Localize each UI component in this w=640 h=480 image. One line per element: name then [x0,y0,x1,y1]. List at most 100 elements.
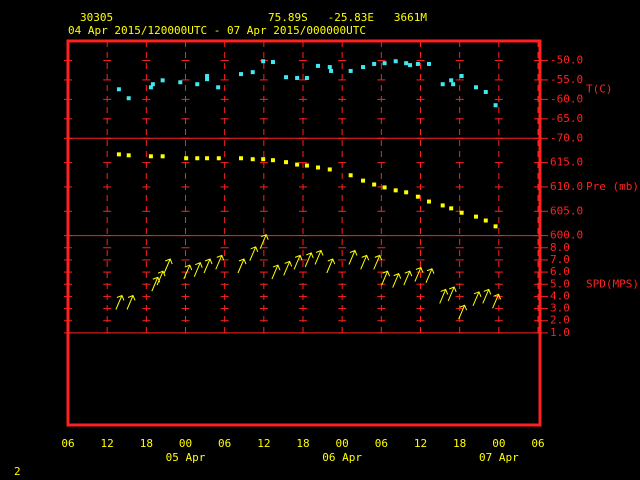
data-point [473,214,478,219]
wind-arrow [293,254,303,270]
wind-arrow [373,254,383,270]
data-point [250,70,255,75]
data-point [160,154,165,159]
data-point [451,82,456,87]
wind-arrow [381,270,391,286]
data-point [382,61,387,66]
data-point [295,75,300,80]
data-point [178,80,183,85]
y-tick-label: 610.0 [550,180,583,193]
x-tick-label: 06 [218,437,231,450]
data-point [327,167,332,172]
data-point [316,165,321,170]
y-tick-label: 5.0 [550,277,570,290]
data-point [348,173,353,178]
data-point [295,162,300,167]
x-tick-label: 12 [101,437,114,450]
wind-arrow [304,252,314,268]
data-point [261,59,266,64]
station-id: 30305 [80,11,113,24]
wind-arrow [447,286,457,302]
data-point [426,199,431,204]
data-point [449,78,454,83]
data-point [261,157,266,162]
wind-arrow [193,262,203,277]
data-point [126,153,131,158]
data-point [195,82,200,87]
wind-arrow [439,288,449,304]
data-point [449,206,454,211]
date-label: 06 Apr [322,451,362,464]
y-axis-label: SPD(MPS) [586,277,639,290]
y-tick-label: 6.0 [550,265,570,278]
data-point [160,78,165,83]
data-point [493,103,498,108]
data-point [116,152,121,157]
data-point [372,182,377,187]
data-point [216,85,221,90]
data-point [493,224,498,229]
data-point [393,59,398,64]
page-number: 2 [14,465,21,478]
x-tick-label: 06 [375,437,388,450]
data-point [426,61,431,66]
data-point [284,75,289,80]
data-point [459,210,464,215]
time-period: 04 Apr 2015/120000UTC - 07 Apr 2015/0000… [68,24,366,37]
x-tick-label: 06 [61,437,74,450]
y-tick-label: 2.0 [550,314,570,327]
wind-arrow [360,254,370,270]
data-point [316,63,321,68]
plot-frame [66,39,542,427]
x-tick-label: 00 [179,437,192,450]
station-location: 75.89S -25.83E 3661M [268,11,427,24]
wind-arrow [237,258,247,274]
data-point [304,75,309,80]
x-tick-label: 06 [531,437,544,450]
data-point [238,72,243,77]
data-point [184,156,189,161]
y-tick-label: 605.0 [550,204,583,217]
y-tick-label: -70.0 [550,131,583,144]
data-point [415,194,420,199]
data-point [440,203,445,208]
data-point [205,74,210,79]
data-point [415,61,420,66]
data-point [205,156,210,161]
x-tick-label: 12 [257,437,270,450]
wind-arrow [156,270,166,286]
data-point [126,96,131,101]
wind-arrow [425,268,435,283]
wind-arrow [215,254,225,270]
wind-arrow [183,264,193,280]
wind-arrow [249,246,259,262]
x-tick-label: 12 [414,437,427,450]
wind-arrow [492,293,502,309]
data-point [327,65,332,70]
data-point [382,185,387,190]
data-point [372,61,377,66]
data-point [195,156,200,161]
data-point [250,157,255,162]
data-point [404,190,409,195]
wind-arrow [403,270,413,286]
wind-arrow [283,260,293,276]
data-point [270,158,275,163]
y-tick-label: -55.0 [550,73,583,86]
date-label: 07 Apr [479,451,519,464]
y-axis-label: Pre (mb) [586,180,639,193]
wind-arrow [458,304,468,320]
x-tick-label: 00 [492,437,505,450]
data-point [408,63,413,68]
wind-arrow [271,264,281,280]
y-tick-label: 8.0 [550,241,570,254]
wind-arrow [314,249,324,265]
data-point [216,156,221,161]
data-point [483,89,488,94]
data-point [473,85,478,90]
data-point [284,160,289,165]
x-tick-label: 18 [453,437,466,450]
wind-arrow [482,288,492,304]
data-point [150,82,155,87]
